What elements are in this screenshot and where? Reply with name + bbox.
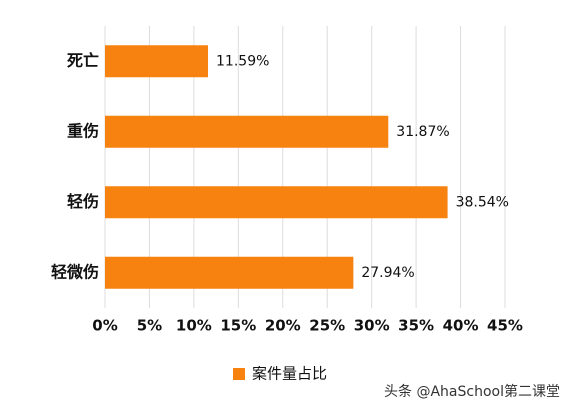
value-label: 27.94% (361, 265, 414, 281)
legend-swatch (233, 368, 245, 380)
y-tick-label: 轻伤 (67, 192, 99, 211)
x-tick-label: 35% (398, 317, 434, 335)
x-tick-label: 20% (265, 317, 301, 335)
y-tick-label: 死亡 (67, 51, 99, 70)
x-tick-label: 10% (176, 317, 212, 335)
legend-label: 案件量占比 (252, 365, 327, 383)
bar (105, 45, 209, 78)
x-tick-label: 40% (443, 317, 479, 335)
y-tick-label: 轻微伤 (51, 262, 99, 281)
x-tick-label: 45% (487, 317, 523, 335)
x-tick-label: 5% (137, 317, 162, 335)
watermark: 头条 @AhaSchool第二课堂 (384, 383, 560, 400)
x-tick-label: 25% (309, 317, 345, 335)
x-tick-label: 30% (354, 317, 390, 335)
x-tick-label: 15% (220, 317, 256, 335)
value-label: 11.59% (216, 53, 269, 69)
y-tick-label: 重伤 (67, 121, 99, 140)
bar (105, 186, 448, 219)
bar (105, 115, 389, 148)
value-label: 38.54% (456, 194, 509, 210)
x-tick-label: 0% (92, 317, 117, 335)
bar (105, 256, 354, 289)
value-label: 31.87% (396, 124, 449, 140)
